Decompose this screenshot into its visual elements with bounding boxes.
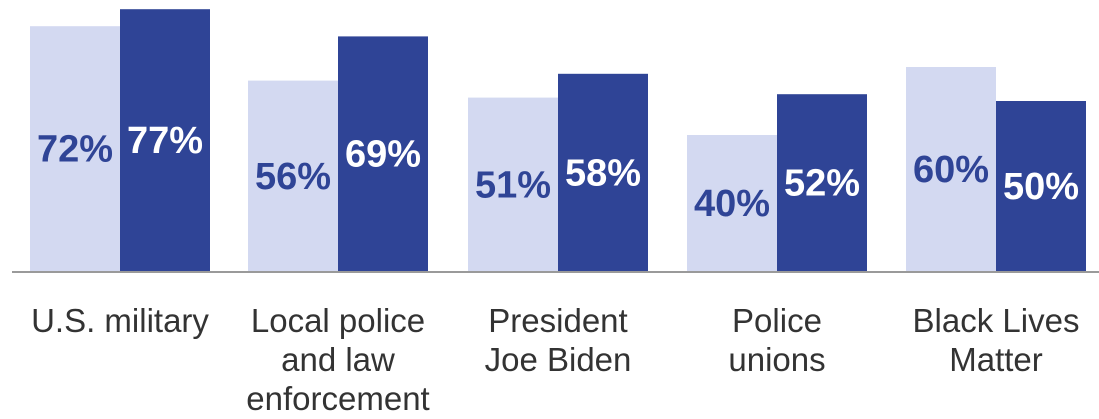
bar-series-1-5 bbox=[906, 67, 996, 271]
category-label-3-line-2: Joe Biden bbox=[485, 341, 632, 378]
category-label-4-line-1: Police bbox=[732, 302, 822, 339]
bar-series-2-4 bbox=[777, 94, 867, 271]
category-label-5-line-2: Matter bbox=[949, 341, 1043, 378]
bar-series-1-1 bbox=[30, 26, 120, 272]
category-label-5-line-1: Black Lives bbox=[913, 302, 1080, 339]
value-label-series-2-2: 69% bbox=[345, 134, 421, 176]
value-label-series-1-5: 60% bbox=[913, 149, 989, 191]
value-label-series-1-4: 40% bbox=[694, 183, 770, 225]
bar-series-1-3 bbox=[468, 97, 558, 271]
bar-series-2-2 bbox=[338, 36, 428, 272]
value-label-series-2-4: 52% bbox=[784, 163, 860, 205]
bar-series-1-2 bbox=[248, 80, 338, 271]
category-label-2-line-1: Local police bbox=[251, 302, 425, 339]
value-label-series-1-1: 72% bbox=[37, 129, 113, 171]
bar-series-2-3 bbox=[558, 73, 648, 271]
value-label-series-2-5: 50% bbox=[1003, 166, 1079, 208]
category-label-3-line-1: President bbox=[488, 302, 627, 339]
value-label-series-1-2: 56% bbox=[255, 156, 331, 198]
value-label-series-2-1: 77% bbox=[127, 120, 203, 162]
bar-series-2-1 bbox=[120, 9, 210, 271]
category-label-2-line-3: enforcement bbox=[246, 380, 429, 417]
value-label-series-2-3: 58% bbox=[565, 152, 641, 194]
category-label-2-line-2: and law bbox=[281, 341, 395, 378]
bar-series-2-5 bbox=[996, 101, 1086, 271]
bars-layer bbox=[30, 9, 1086, 272]
value-labels-layer: 72% 56% 51% 40% 60% 77% 69% 58% 52% 50% bbox=[37, 120, 1079, 225]
category-label-4-line-2: unions bbox=[728, 341, 825, 378]
category-label-1-line-1: U.S. military bbox=[31, 302, 209, 339]
value-label-series-1-3: 51% bbox=[475, 164, 551, 206]
bar-series-1-4 bbox=[687, 135, 777, 271]
